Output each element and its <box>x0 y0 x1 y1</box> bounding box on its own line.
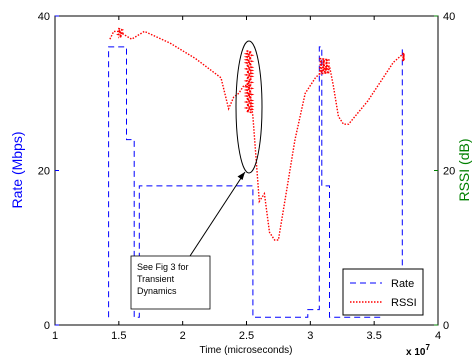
annotation-line-3: Dynamics <box>137 286 177 296</box>
x-axis-multiplier: x 107 <box>406 343 430 358</box>
annotation-line-1: See Fig 3 for <box>137 262 189 272</box>
left-axis-label: Rate (Mbps) <box>9 131 25 208</box>
left-y-tick-label: 0 <box>44 320 50 332</box>
x-axis-label: Time (microseconds) <box>200 345 293 356</box>
annotation-line-2: Transient <box>137 274 175 284</box>
rssi-series <box>109 30 403 241</box>
x-axis-multiplier-exponent: 7 <box>425 343 430 352</box>
rate-series <box>108 46 403 318</box>
right-y-tick-label: 0 <box>443 320 449 332</box>
annotation-arrowhead <box>237 172 245 180</box>
right-axis-label: RSSI (dB) <box>456 138 472 201</box>
rssi-burst-markers <box>116 27 407 114</box>
legend: Rate RSSI <box>342 268 424 316</box>
x-tick-label: 1.5 <box>111 330 126 342</box>
right-y-tick-label: 40 <box>443 11 455 23</box>
legend-rate-label: Rate <box>391 278 414 290</box>
x-axis-multiplier-base: x 10 <box>406 347 426 358</box>
left-axis-ticks: 0 20 40 <box>38 11 59 332</box>
x-tick-label: 1 <box>52 330 58 342</box>
annotation-arrow <box>189 171 246 257</box>
left-y-tick-label: 20 <box>38 166 50 178</box>
x-axis-ticks: 1 1.5 2 2.5 3 3.5 4 <box>52 16 441 342</box>
right-axis-ticks: 0 20 40 <box>434 11 455 332</box>
rssi-burst <box>116 27 125 39</box>
x-tick-label: 2 <box>180 330 186 342</box>
legend-box <box>342 268 424 316</box>
annotation-box <box>130 255 211 310</box>
x-tick-label: 3 <box>307 330 313 342</box>
right-y-tick-label: 20 <box>443 166 455 178</box>
annotation-ellipse <box>235 40 263 174</box>
x-tick-label: 4 <box>435 330 441 342</box>
x-tick-label: 3.5 <box>367 330 382 342</box>
left-y-tick-label: 40 <box>38 11 50 23</box>
rssi-burst <box>243 50 255 114</box>
legend-rssi-label: RSSI <box>391 297 417 309</box>
rssi-line <box>109 30 403 241</box>
x-tick-label: 2.5 <box>239 330 254 342</box>
rssi-burst <box>319 57 330 75</box>
rate-line <box>108 46 403 318</box>
